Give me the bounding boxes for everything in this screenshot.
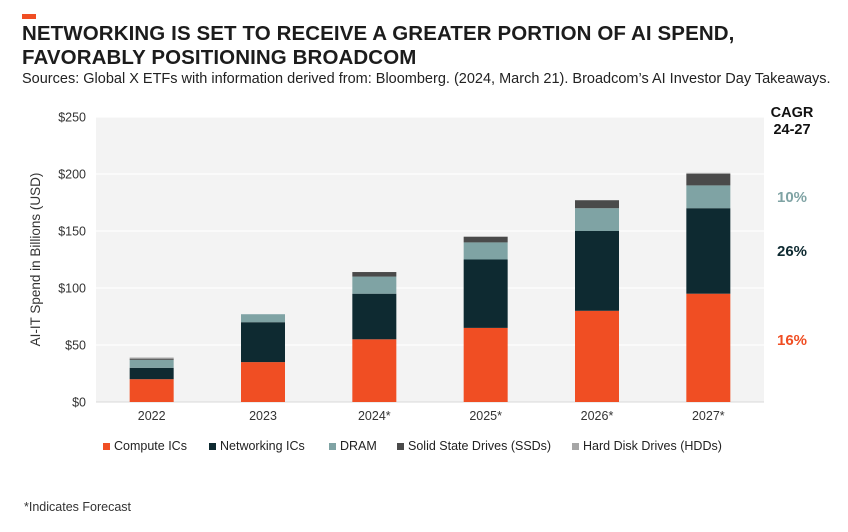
bar-dram-2024 bbox=[352, 276, 397, 294]
bar-networking-ics-2023 bbox=[241, 322, 285, 363]
bar-compute-ics-2022 bbox=[129, 379, 174, 402]
plot-area bbox=[96, 117, 764, 402]
bar-networking-ics-2026 bbox=[575, 231, 619, 311]
cagr-value: 16% bbox=[777, 332, 807, 349]
x-tick-label: 2023 bbox=[249, 409, 277, 423]
legend-swatch bbox=[103, 443, 110, 450]
cagr-title-line-1: CAGR bbox=[771, 105, 814, 121]
legend-label: Compute ICs bbox=[114, 439, 187, 453]
bar-compute-ics-2024 bbox=[352, 339, 397, 402]
bar-compute-ics-2023 bbox=[241, 362, 285, 402]
bar-networking-ics-2022 bbox=[129, 367, 174, 380]
bar-compute-ics-2026 bbox=[575, 310, 619, 402]
bar-compute-ics-2027 bbox=[686, 293, 731, 402]
y-tick-label: $150 bbox=[58, 225, 86, 239]
forecast-footnote: *Indicates Forecast bbox=[24, 500, 131, 514]
legend-swatch bbox=[329, 443, 336, 450]
bar-hard-disk-drives-hdds-2022 bbox=[129, 357, 174, 359]
x-tick-label: 2026* bbox=[581, 409, 614, 423]
x-tick-label: 2025* bbox=[469, 409, 502, 423]
legend-label: Solid State Drives (SSDs) bbox=[408, 439, 551, 453]
legend-label: Networking ICs bbox=[220, 439, 305, 453]
bar-networking-ics-2027 bbox=[686, 208, 731, 294]
y-tick-label: $50 bbox=[65, 339, 86, 353]
y-tick-label: $0 bbox=[72, 396, 86, 410]
y-tick-label: $200 bbox=[58, 168, 86, 182]
chart-title: NETWORKING IS SET TO RECEIVE A GREATER P… bbox=[22, 22, 822, 70]
title-line-2: FAVORABLY POSITIONING BROADCOM bbox=[22, 46, 417, 69]
x-tick-label: 2027* bbox=[692, 409, 725, 423]
bar-dram-2023 bbox=[241, 314, 285, 323]
x-tick-label: 2022 bbox=[138, 409, 166, 423]
bar-dram-2026 bbox=[575, 208, 619, 231]
legend-swatch bbox=[397, 443, 404, 450]
title-line-1: NETWORKING IS SET TO RECEIVE A GREATER P… bbox=[22, 22, 735, 45]
bar-solid-state-drives-ssds-2026 bbox=[575, 200, 619, 209]
legend-label: Hard Disk Drives (HDDs) bbox=[583, 439, 722, 453]
x-tick-label: 2024* bbox=[358, 409, 391, 423]
stacked-bar-chart: $0 $50 $100 $150 $200 $250 AI-IT Spend in Bill… bbox=[28, 105, 814, 453]
y-axis-label: AI-IT Spend in Billions (USD) bbox=[28, 173, 43, 347]
cagr-value: 10% bbox=[777, 189, 807, 206]
bar-solid-state-drives-ssds-2027 bbox=[686, 174, 731, 186]
bar-dram-2027 bbox=[686, 185, 731, 209]
bar-compute-ics-2025 bbox=[463, 327, 508, 402]
y-tick-label: $250 bbox=[58, 111, 86, 125]
cagr-value: 26% bbox=[777, 243, 807, 260]
sources-line: Sources: Global X ETFs with information … bbox=[22, 71, 831, 87]
legend-label: DRAM bbox=[340, 439, 377, 453]
bar-networking-ics-2024 bbox=[352, 293, 397, 340]
bar-solid-state-drives-ssds-2022 bbox=[129, 358, 174, 360]
bar-networking-ics-2025 bbox=[463, 259, 508, 328]
bar-hard-disk-drives-hdds-2027 bbox=[686, 172, 731, 174]
cagr-title-line-2: 24-27 bbox=[773, 122, 810, 138]
legend-swatch bbox=[209, 443, 216, 450]
bar-dram-2022 bbox=[129, 359, 174, 368]
bar-solid-state-drives-ssds-2024 bbox=[352, 272, 397, 277]
bar-dram-2025 bbox=[463, 242, 508, 260]
accent-bar bbox=[22, 14, 36, 19]
y-tick-label: $100 bbox=[58, 282, 86, 296]
legend-swatch bbox=[572, 443, 579, 450]
bar-solid-state-drives-ssds-2025 bbox=[463, 236, 508, 243]
